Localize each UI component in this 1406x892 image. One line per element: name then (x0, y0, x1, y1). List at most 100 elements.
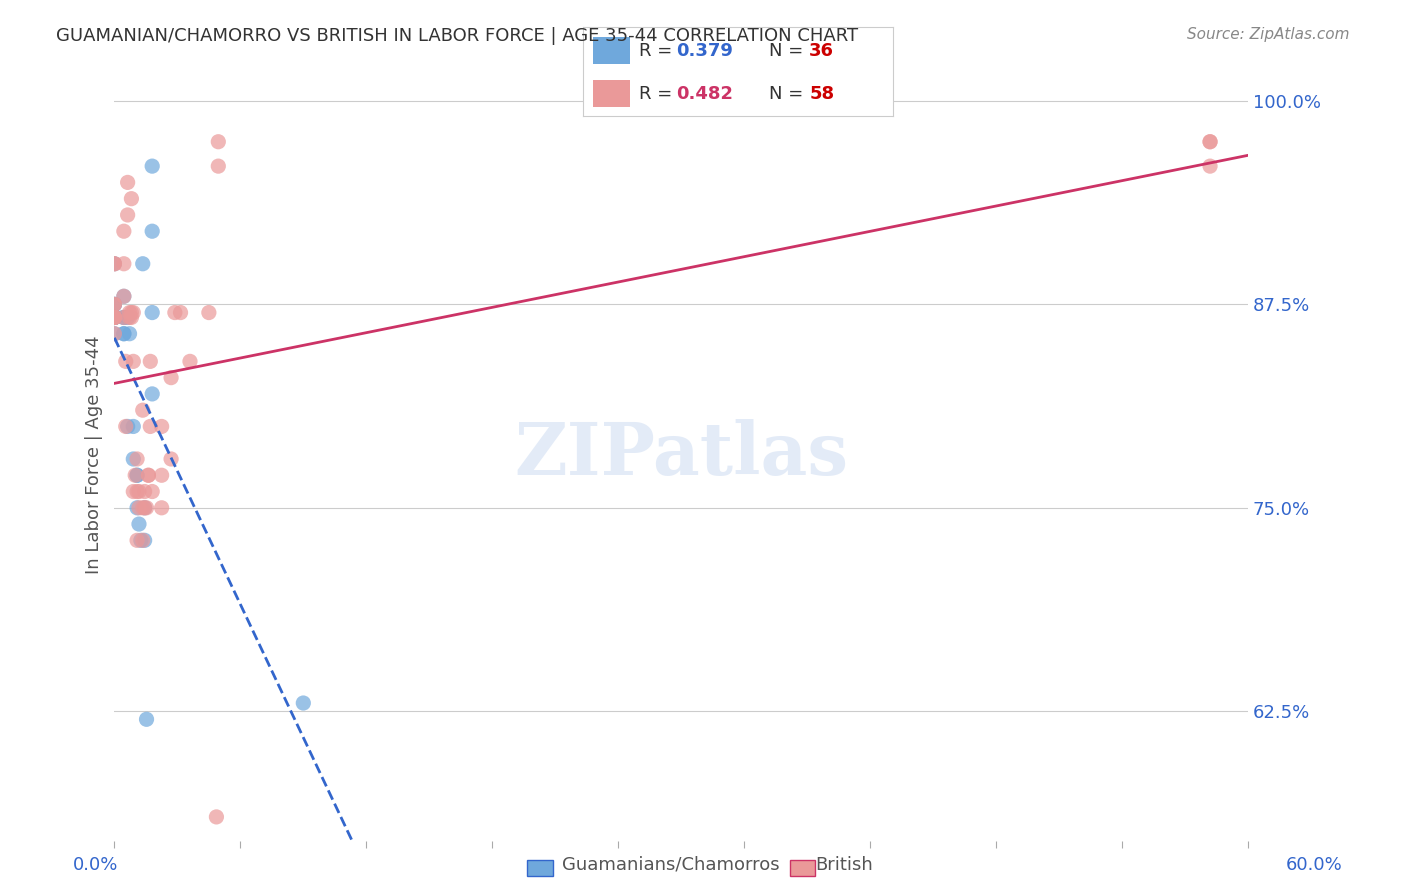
FancyBboxPatch shape (593, 37, 630, 64)
Point (122, 305, 145, 319)
Point (125, 468, 148, 483)
Point (117, 175, 139, 189)
Point (103, 257, 125, 271)
Text: 36: 36 (810, 42, 834, 60)
Point (1199, 135, 1222, 149)
Point (122, 419, 145, 434)
Point (160, 452, 183, 467)
Point (103, 310, 125, 325)
Text: N =: N = (769, 42, 808, 60)
Point (112, 310, 135, 325)
Point (132, 500, 155, 515)
Point (103, 257, 125, 271)
Point (125, 484, 148, 499)
Point (134, 484, 156, 499)
Point (112, 310, 135, 325)
Point (122, 354, 145, 368)
Point (207, 135, 229, 149)
Point (141, 159, 163, 173)
Point (141, 224, 163, 238)
Point (103, 310, 125, 325)
Point (103, 310, 125, 325)
Point (169, 305, 191, 319)
Point (139, 354, 162, 368)
Point (141, 484, 163, 499)
Point (103, 297, 125, 311)
Text: British: British (815, 855, 873, 873)
Text: GUAMANIAN/CHAMORRO VS BRITISH IN LABOR FORCE | AGE 35-44 CORRELATION CHART: GUAMANIAN/CHAMORRO VS BRITISH IN LABOR F… (56, 27, 859, 45)
Point (125, 468, 148, 483)
Point (118, 310, 141, 325)
Point (198, 305, 221, 319)
Point (134, 500, 156, 515)
Point (205, 810, 228, 824)
Point (120, 305, 142, 319)
Point (114, 419, 136, 434)
Point (117, 419, 139, 434)
Point (132, 403, 155, 417)
Point (139, 419, 162, 434)
Point (179, 354, 201, 368)
Point (103, 310, 125, 325)
Text: 60.0%: 60.0% (1286, 855, 1343, 873)
Point (112, 224, 135, 238)
Point (103, 310, 125, 325)
Point (112, 326, 135, 341)
Point (117, 208, 139, 222)
Point (103, 326, 125, 341)
FancyBboxPatch shape (593, 80, 630, 107)
Point (128, 484, 150, 499)
Text: 58: 58 (810, 85, 834, 103)
Point (103, 310, 125, 325)
Point (292, 696, 315, 710)
Point (160, 370, 183, 384)
Point (103, 297, 125, 311)
Text: R =: R = (640, 85, 678, 103)
Point (112, 289, 135, 303)
Point (103, 310, 125, 325)
Point (138, 468, 160, 483)
Text: R =: R = (640, 42, 678, 60)
Point (124, 468, 146, 483)
Point (103, 310, 125, 325)
Point (138, 468, 160, 483)
Point (103, 310, 125, 325)
Point (114, 354, 136, 368)
Text: 0.379: 0.379 (676, 42, 733, 60)
Text: Source: ZipAtlas.com: Source: ZipAtlas.com (1187, 27, 1350, 42)
Point (135, 712, 157, 726)
Point (118, 305, 141, 319)
Point (128, 517, 150, 532)
Point (125, 452, 148, 467)
Point (103, 326, 125, 341)
Point (128, 500, 150, 515)
Point (120, 192, 142, 206)
Text: N =: N = (769, 85, 808, 103)
Point (129, 533, 152, 548)
Point (163, 305, 186, 319)
Point (103, 297, 125, 311)
Text: Guamanians/Chamorros: Guamanians/Chamorros (562, 855, 780, 873)
Text: ZIPatlas: ZIPatlas (515, 419, 848, 491)
Point (150, 419, 173, 434)
Point (103, 310, 125, 325)
Point (134, 533, 156, 548)
Point (103, 297, 125, 311)
Point (112, 310, 135, 325)
Point (135, 500, 157, 515)
Point (112, 289, 135, 303)
Point (132, 533, 155, 548)
Point (112, 257, 135, 271)
Point (118, 326, 141, 341)
Point (103, 310, 125, 325)
Point (103, 257, 125, 271)
Point (141, 305, 163, 319)
Point (150, 468, 173, 483)
Point (125, 500, 148, 515)
Point (103, 297, 125, 311)
Point (103, 310, 125, 325)
Point (122, 452, 145, 467)
Text: 0.0%: 0.0% (73, 855, 118, 873)
Point (134, 500, 156, 515)
Point (1199, 159, 1222, 173)
